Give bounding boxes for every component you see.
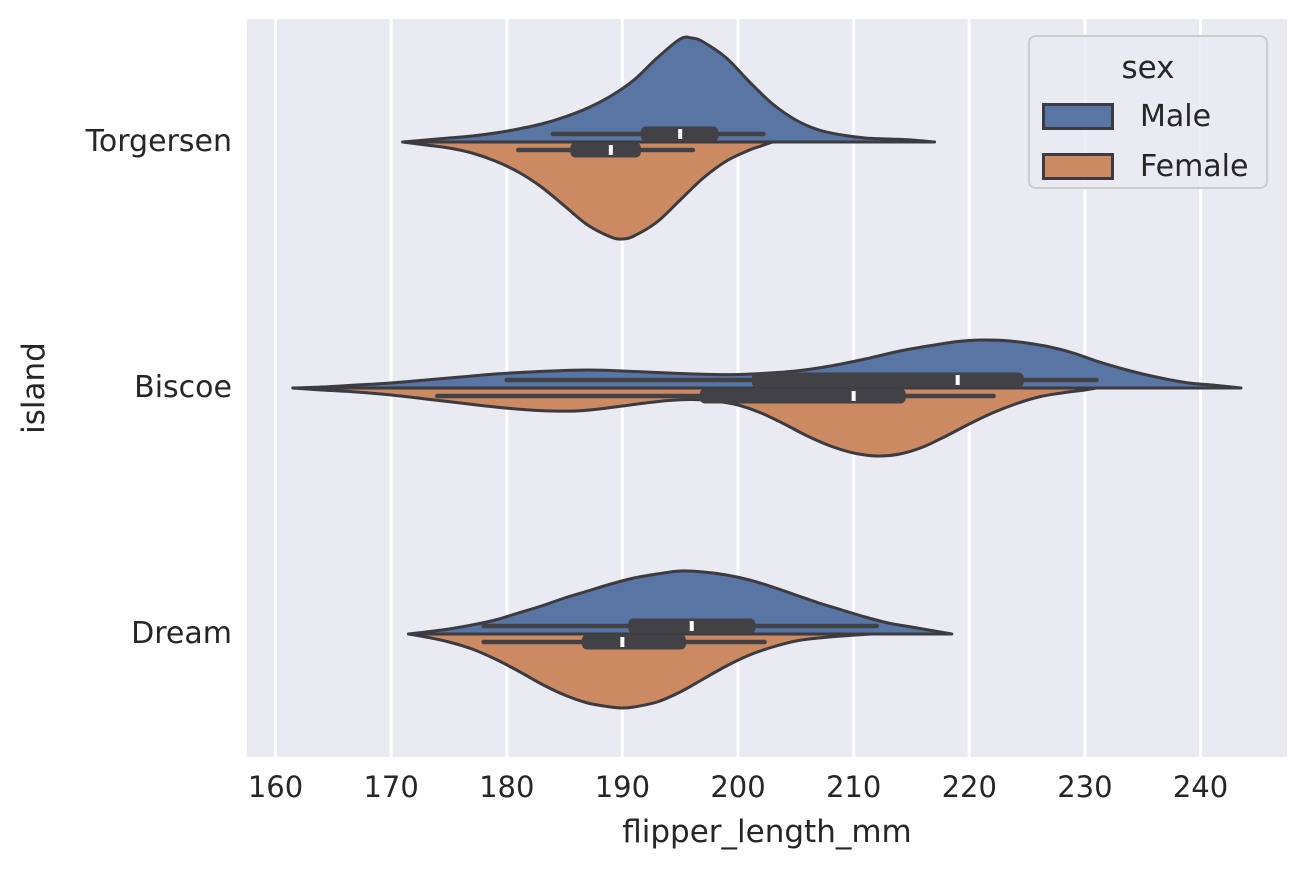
violin-dream-female bbox=[406, 632, 873, 710]
box-biscoe-female bbox=[699, 388, 906, 404]
violin-dream-male bbox=[406, 569, 954, 636]
legend-swatch-female bbox=[1042, 152, 1114, 180]
legend: sex Male Female bbox=[1028, 35, 1268, 189]
x-tick-label-210: 210 bbox=[825, 770, 882, 804]
y-tick-label-biscoe: Biscoe bbox=[134, 370, 232, 405]
y-axis-label: island bbox=[16, 342, 52, 434]
plot-area: sex Male Female bbox=[247, 19, 1287, 757]
violin-chart-svg bbox=[274, 19, 1243, 757]
x-tick-label-190: 190 bbox=[594, 770, 651, 804]
legend-label-female: Female bbox=[1140, 148, 1249, 184]
legend-label-male: Male bbox=[1140, 98, 1212, 134]
x-tick-label-240: 240 bbox=[1172, 770, 1229, 804]
legend-swatch-male bbox=[1042, 102, 1114, 130]
box-torgersen-female bbox=[570, 142, 641, 158]
y-tick-label-torgersen: Torgersen bbox=[85, 124, 232, 159]
x-tick-label-160: 160 bbox=[247, 770, 304, 804]
x-tick-label-220: 220 bbox=[941, 770, 997, 804]
legend-title: sex bbox=[1121, 50, 1175, 86]
x-tick-label-170: 170 bbox=[363, 770, 419, 804]
legend-item-female: Female bbox=[1030, 141, 1266, 191]
legend-item-male: Male bbox=[1030, 91, 1266, 141]
legend-items: Male Female bbox=[1030, 91, 1266, 191]
violin-torgersen-female bbox=[401, 140, 775, 241]
y-tick-label-dream: Dream bbox=[131, 616, 232, 651]
x-tick-label-180: 180 bbox=[479, 770, 535, 804]
violin-biscoe-female bbox=[291, 386, 1098, 458]
box-biscoe-male bbox=[751, 372, 1024, 388]
x-axis-label: flipper_length_mm bbox=[622, 814, 912, 850]
violin-torgersen-male bbox=[401, 35, 937, 144]
box-dream-female bbox=[581, 634, 686, 650]
x-tick-label-200: 200 bbox=[710, 770, 766, 804]
x-tick-label-230: 230 bbox=[1057, 770, 1113, 804]
